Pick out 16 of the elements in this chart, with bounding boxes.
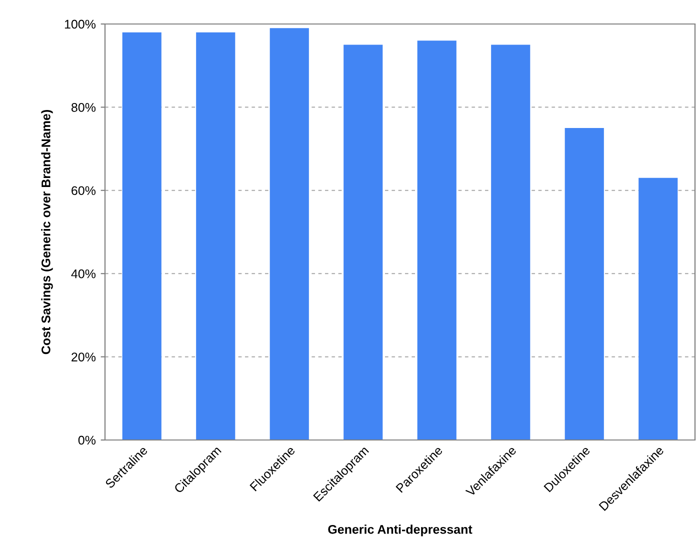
bar	[196, 32, 236, 440]
y-tick-label: 60%	[72, 186, 96, 196]
y-tick-label: 100%	[64, 20, 96, 29]
bar	[491, 44, 530, 440]
bar	[270, 28, 309, 440]
bar	[122, 32, 162, 440]
y-axis-title: Cost Savings (Generic over Brand-Name)	[41, 110, 53, 354]
x-axis-title: Generic Anti-depressant	[328, 524, 472, 536]
bar	[417, 40, 456, 440]
bar	[564, 128, 604, 440]
y-tick-label: 0%	[78, 436, 96, 445]
y-tick-label: 80%	[72, 103, 96, 112]
y-tick-label: 40%	[71, 269, 96, 278]
y-tick-label: 20%	[72, 352, 96, 362]
bar	[344, 44, 383, 440]
bar	[638, 178, 678, 440]
